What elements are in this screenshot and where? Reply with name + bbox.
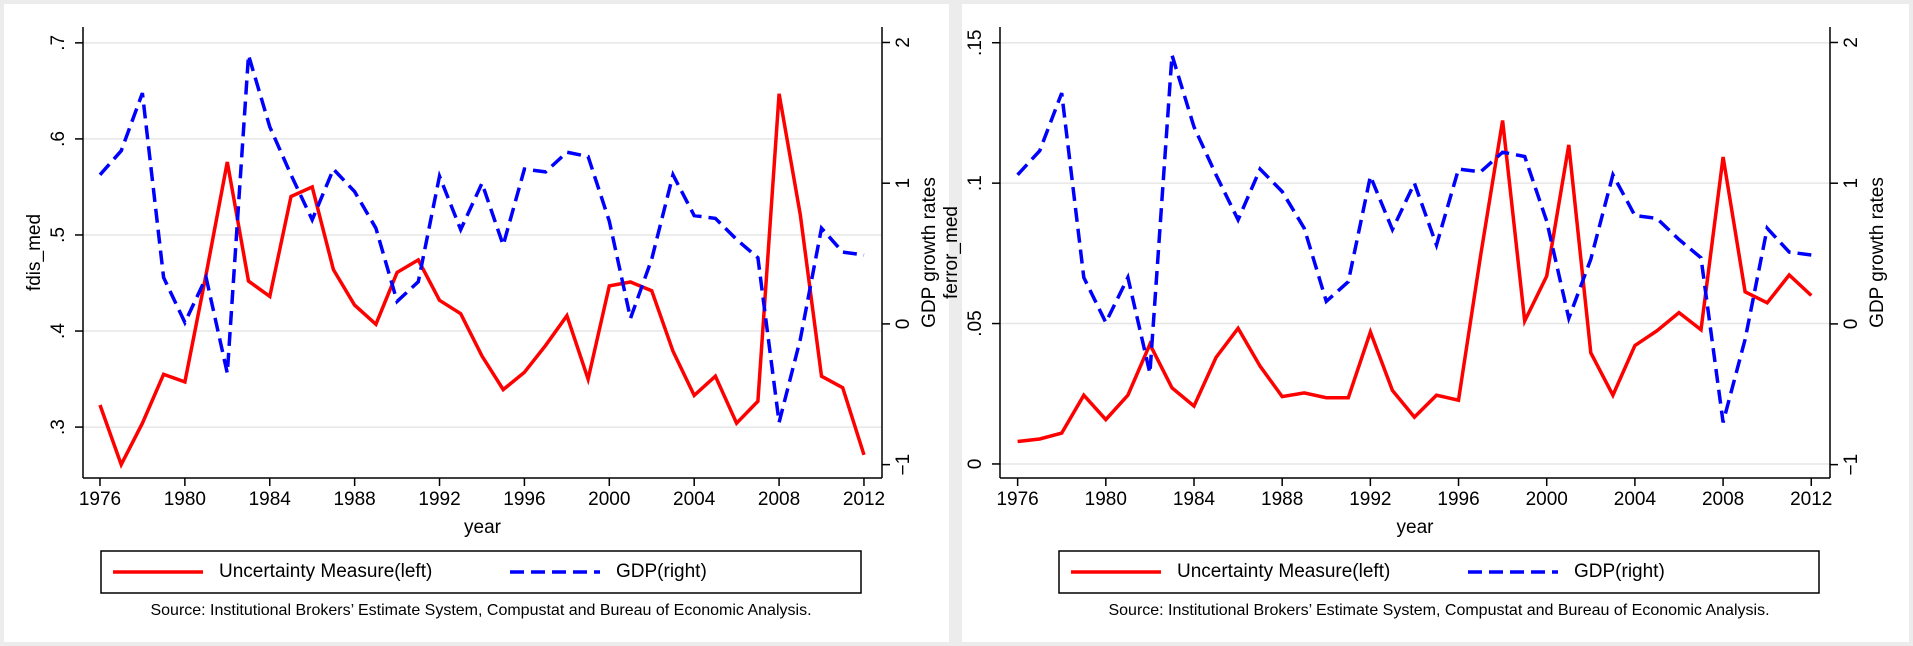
x-tick-label: 1980 — [1085, 489, 1127, 510]
x-tick-label: 1996 — [1437, 489, 1479, 510]
x-tick-label: 2012 — [1790, 489, 1832, 510]
y2-axis-title: GDP growth rates — [919, 177, 940, 328]
y2-tick-label: 1 — [1841, 178, 1862, 189]
y2-axis-title: GDP growth rates — [1867, 177, 1888, 328]
y2-tick-label: 0 — [893, 319, 914, 330]
y-tick-label: .4 — [48, 323, 69, 339]
legend-box — [100, 550, 862, 594]
y2-tick-label: −1 — [1841, 454, 1862, 476]
legend-label: GDP(right) — [1574, 561, 1665, 582]
legend-box — [1058, 550, 1820, 594]
legend-label: Uncertainty Measure(left) — [1177, 561, 1390, 582]
x-axis-title: year — [1397, 517, 1435, 538]
y-tick-label: .7 — [48, 35, 69, 51]
x-tick-label: 2000 — [588, 489, 630, 510]
x-tick-label: 2008 — [758, 489, 800, 510]
x-tick-label: 2012 — [843, 489, 885, 510]
x-tick-label: 1988 — [333, 489, 375, 510]
y2-tick-label: −1 — [893, 454, 914, 476]
y2-tick-label: 2 — [893, 37, 914, 48]
y2-tick-label: 0 — [1841, 319, 1862, 330]
x-tick-label: 1988 — [1261, 489, 1303, 510]
y2-tick-label: 1 — [893, 178, 914, 189]
x-tick-label: 2004 — [673, 489, 716, 510]
x-tick-label: 2000 — [1526, 489, 1568, 510]
y-tick-label: .05 — [965, 310, 986, 336]
y-tick-label: .3 — [48, 419, 69, 435]
legend-label: GDP(right) — [616, 561, 707, 582]
x-tick-label: 1976 — [79, 489, 121, 510]
x-axis-title: year — [464, 517, 502, 538]
x-tick-label: 1996 — [503, 489, 545, 510]
x-tick-label: 1984 — [249, 489, 292, 510]
x-tick-label: 1992 — [1349, 489, 1391, 510]
x-tick-label: 1976 — [996, 489, 1038, 510]
legend-label: Uncertainty Measure(left) — [219, 561, 432, 582]
y-tick-label: .1 — [965, 175, 986, 191]
x-tick-label: 2008 — [1702, 489, 1744, 510]
x-tick-label: 2004 — [1614, 489, 1657, 510]
source-note: Source: Institutional Brokers’ Estimate … — [1108, 602, 1769, 619]
line-series — [1017, 120, 1813, 444]
y-axis-title: fdis_med — [24, 214, 45, 291]
y-tick-label: .15 — [965, 30, 986, 56]
line-series — [98, 93, 866, 470]
y-tick-label: .6 — [48, 131, 69, 147]
y-tick-label: 0 — [965, 459, 986, 470]
panel — [4, 4, 949, 642]
y-tick-label: .5 — [48, 227, 69, 243]
x-tick-label: 1980 — [164, 489, 206, 510]
y-axis-title: ferror_med — [941, 206, 962, 299]
x-tick-label: 1984 — [1173, 489, 1216, 510]
y2-tick-label: 2 — [1841, 37, 1862, 48]
source-note: Source: Institutional Brokers’ Estimate … — [150, 602, 811, 619]
line-series — [1016, 54, 1812, 423]
x-tick-label: 1992 — [418, 489, 460, 510]
